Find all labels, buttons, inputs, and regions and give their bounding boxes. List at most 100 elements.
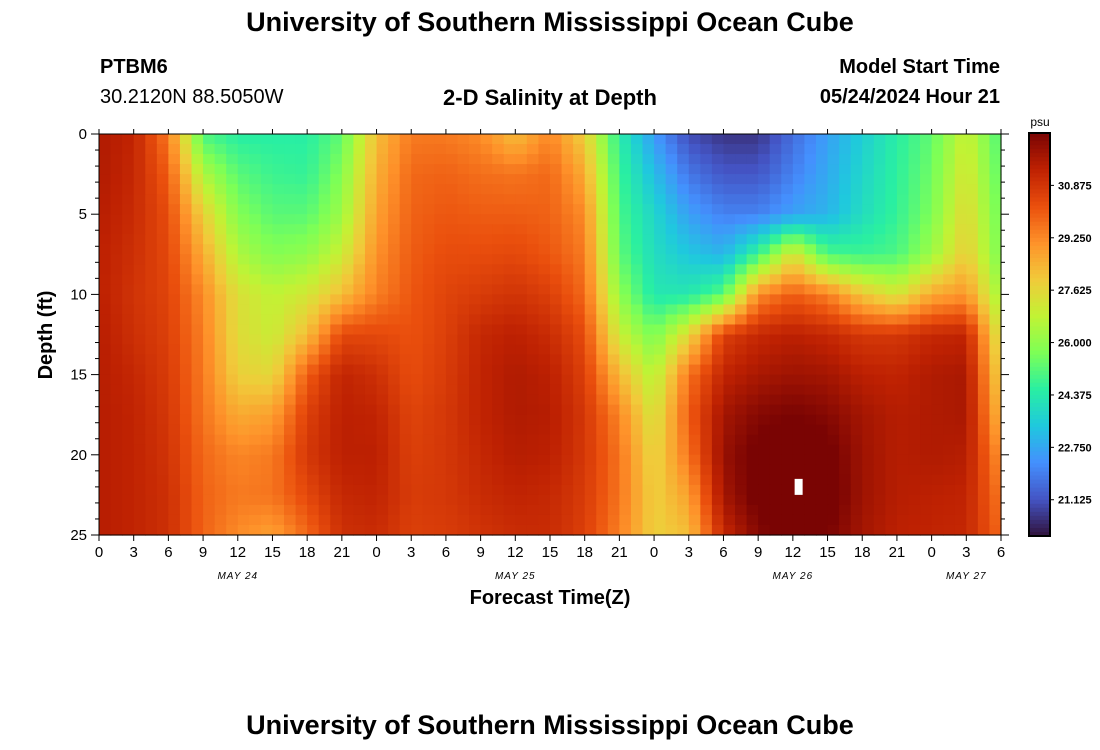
heatmap-cell: [237, 444, 250, 456]
heatmap-cell: [203, 444, 216, 456]
heatmap-cell: [133, 194, 146, 205]
heatmap-cell: [642, 314, 655, 326]
heatmap-cell: [850, 434, 863, 446]
heatmap-cell: [133, 474, 146, 486]
heatmap-cell: [515, 434, 528, 446]
heatmap-cell: [885, 484, 898, 496]
heatmap-cell: [561, 344, 574, 356]
heatmap-cell: [469, 184, 482, 195]
heatmap-cell: [977, 374, 991, 386]
heatmap-cell: [318, 204, 331, 215]
heatmap-cell: [214, 214, 227, 225]
heatmap-cell: [781, 474, 794, 486]
heatmap-cell: [896, 244, 910, 255]
colorbar-segment: [1029, 338, 1050, 344]
heatmap-cell: [665, 224, 678, 235]
heatmap-cell: [654, 174, 667, 185]
heatmap-cell: [272, 324, 285, 336]
heatmap-cell: [908, 354, 921, 366]
heatmap-cell: [145, 314, 158, 326]
heatmap-cell: [839, 434, 852, 446]
heatmap-cell: [214, 274, 227, 285]
heatmap-cell: [769, 404, 782, 416]
heatmap-cell: [723, 304, 736, 316]
heatmap-cell: [122, 444, 135, 456]
heatmap-cell: [607, 184, 620, 195]
heatmap-cell: [792, 224, 806, 235]
heatmap-cell: [492, 334, 505, 346]
heatmap-cell: [839, 404, 852, 416]
heatmap-cell: [642, 254, 655, 265]
heatmap-cell: [735, 454, 748, 466]
heatmap-cell: [711, 424, 725, 436]
heatmap-cell: [665, 394, 678, 406]
heatmap-cell: [746, 324, 759, 336]
heatmap-cell: [711, 404, 725, 416]
heatmap-cell: [977, 264, 991, 275]
y-tick-label: 25: [70, 527, 87, 544]
heatmap-cell: [434, 524, 447, 536]
heatmap-cell: [561, 334, 574, 346]
heatmap-cell: [619, 284, 632, 296]
heatmap-cell: [619, 234, 632, 245]
heatmap-cell: [318, 394, 331, 406]
heatmap-cell: [399, 504, 412, 516]
heatmap-cell: [573, 214, 586, 225]
heatmap-cell: [688, 194, 701, 205]
heatmap-cell: [399, 434, 412, 446]
model-start-value: 05/24/2024 Hour 21: [819, 86, 1000, 108]
heatmap-cell: [156, 354, 169, 366]
heatmap-cell: [191, 224, 204, 235]
date-label: MAY 24: [217, 571, 258, 582]
heatmap-cell: [330, 204, 343, 215]
heatmap-cell: [815, 134, 829, 145]
heatmap-cell: [422, 384, 435, 396]
heatmap-cell: [110, 174, 123, 185]
heatmap-cell: [515, 254, 528, 265]
heatmap-cell: [908, 514, 921, 526]
heatmap-cell: [341, 144, 355, 155]
colorbar-segment: [1029, 479, 1050, 485]
heatmap-cell: [839, 304, 852, 316]
x-tick-label: 18: [854, 544, 871, 561]
heatmap-cell: [503, 334, 516, 346]
heatmap-cell: [434, 454, 447, 466]
heatmap-cell: [284, 344, 297, 356]
heatmap-cell: [758, 444, 771, 456]
heatmap-cell: [353, 274, 366, 285]
heatmap-cell: [758, 294, 771, 306]
heatmap-cell: [272, 444, 285, 456]
heatmap-cell: [330, 154, 343, 165]
heatmap-cell: [411, 244, 424, 255]
heatmap-cell: [492, 144, 505, 155]
heatmap-cell: [885, 444, 898, 456]
heatmap-cell: [191, 214, 204, 225]
heatmap-cell: [573, 234, 586, 245]
heatmap-cell: [226, 524, 239, 536]
heatmap-cell: [989, 434, 1002, 446]
heatmap-cell: [827, 214, 840, 225]
heatmap-cell: [179, 364, 193, 376]
heatmap-cell: [388, 294, 401, 306]
heatmap-cell: [295, 254, 308, 265]
heatmap-cell: [654, 264, 667, 275]
heatmap-cell: [179, 224, 193, 235]
heatmap-cell: [515, 274, 528, 285]
colorbar-segment: [1029, 298, 1050, 303]
heatmap-cell: [237, 464, 250, 476]
heatmap-cell: [492, 294, 505, 306]
heatmap-cell: [179, 384, 193, 396]
heatmap-cell: [989, 274, 1002, 285]
heatmap-cell: [341, 244, 355, 255]
x-tick-label: 21: [611, 544, 628, 561]
heatmap-cell: [584, 434, 597, 446]
heatmap-cell: [179, 374, 193, 386]
heatmap-cell: [457, 354, 470, 366]
heatmap-cell: [503, 514, 516, 526]
heatmap-cell: [376, 494, 389, 506]
heatmap-cell: [769, 224, 782, 235]
heatmap-cell: [133, 394, 146, 406]
heatmap-cell: [515, 164, 528, 175]
heatmap-cell: [781, 484, 794, 496]
heatmap-cell: [758, 484, 771, 496]
